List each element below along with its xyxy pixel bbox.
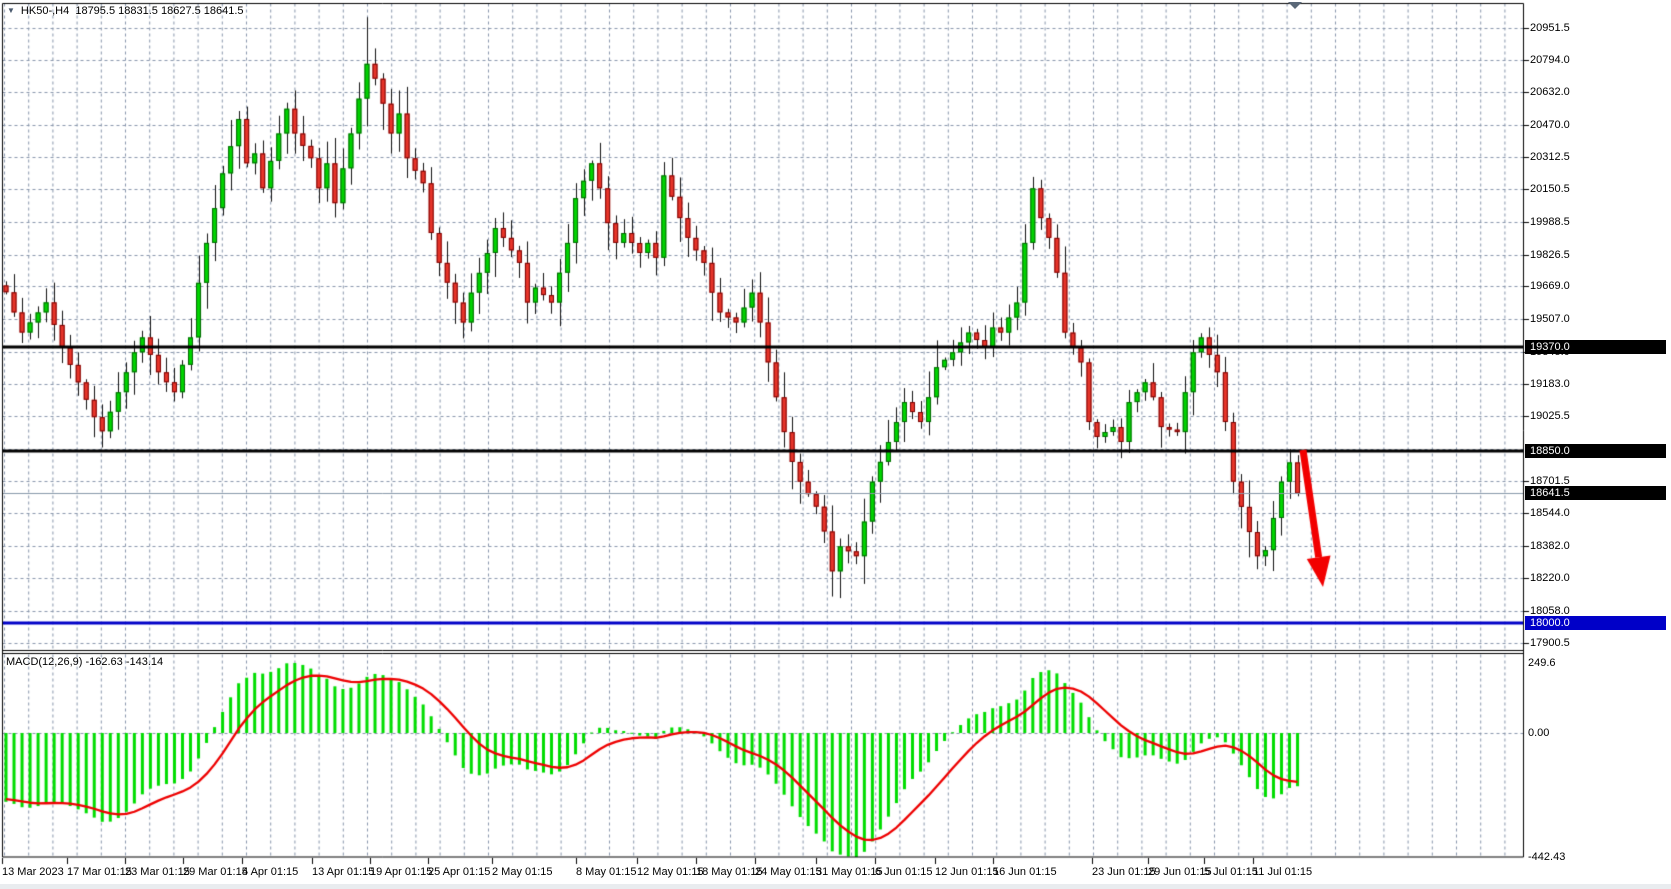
price-axis-label: 18220.0	[1530, 572, 1570, 585]
time-axis-label: 12 May 01:15	[637, 866, 704, 878]
price-tag-18000.0: 18000.0	[1525, 615, 1666, 630]
price-axis-label: 20470.0	[1530, 119, 1570, 132]
time-axis-label: 29 Mar 01:15	[183, 866, 248, 878]
price-axis-label: 20632.0	[1530, 86, 1570, 99]
time-axis-label: 24 May 01:15	[755, 866, 822, 878]
time-axis-label: 18 May 01:15	[696, 866, 763, 878]
chart-shift-marker-icon[interactable]	[1288, 2, 1302, 9]
time-axis-label: 16 Jun 01:15	[993, 866, 1057, 878]
price-axis-label: 18058.0	[1530, 605, 1570, 618]
price-axis-label: 20150.5	[1530, 183, 1570, 196]
time-axis-label: 23 Jun 01:15	[1092, 866, 1156, 878]
price-axis-label: 20951.5	[1530, 22, 1570, 34]
macd-indicator-label: MACD(12,26,9) -162.63 -143.14	[6, 656, 164, 668]
time-axis-label: 19 Apr 01:15	[370, 866, 433, 878]
price-axis-label: 18701.5	[1530, 475, 1570, 488]
time-axis-label: 23 Mar 01:15	[125, 866, 190, 878]
time-axis-label: 13 Mar 2023	[2, 866, 64, 878]
time-axis-label: 5 Jul 01:15	[1204, 866, 1258, 878]
time-axis-label: 29 Jun 01:15	[1148, 866, 1212, 878]
macd-axis-label: 0.00	[1528, 727, 1550, 739]
price-tag-18850.0: 18850.0	[1525, 444, 1666, 459]
time-axis-label: 4 Apr 01:15	[242, 866, 299, 878]
time-axis-label: 12 Jun 01:15	[935, 866, 999, 878]
macd-axis-label: 249.6	[1528, 657, 1556, 669]
price-axis-label: 19025.5	[1530, 410, 1570, 423]
time-axis-label: 8 May 01:15	[576, 866, 637, 878]
price-axis-label: 19988.5	[1530, 216, 1570, 229]
price-tag-18641.5: 18641.5	[1525, 486, 1666, 501]
price-axis-label: 19826.5	[1530, 248, 1570, 261]
time-axis-label: 31 May 01:15	[816, 866, 883, 878]
price-axis-label: 19183.0	[1530, 378, 1570, 391]
symbol-title: HK50-,H4 18795.5 18831.5 18627.5 18641.5	[20, 5, 244, 17]
price-axis-label: 17900.5	[1530, 636, 1570, 649]
time-axis-label: 17 Mar 01:15	[67, 866, 132, 878]
macd-axis-label: -442.43	[1528, 851, 1566, 864]
time-axis-label: 11 Jul 01:15	[1253, 866, 1313, 878]
price-axis-label: 19507.0	[1530, 313, 1570, 326]
time-axis-label: 6 Jun 01:15	[875, 866, 933, 878]
time-axis-label: 2 May 01:15	[492, 866, 553, 878]
time-axis-label: 13 Apr 01:15	[312, 866, 375, 878]
time-axis-label: 25 Apr 01:15	[428, 866, 491, 878]
price-tag-19370.0: 19370.0	[1525, 339, 1666, 354]
price-axis-label: 18382.0	[1530, 539, 1570, 552]
symbol-bar: ▼ HK50-,H4 18795.5 18831.5 18627.5 18641…	[7, 4, 244, 18]
symbol-dropdown-icon[interactable]: ▼	[7, 6, 15, 15]
price-axis-label: 20794.0	[1530, 53, 1570, 66]
price-axis-label: 20312.5	[1530, 150, 1570, 163]
price-axis-label: 19669.0	[1530, 280, 1570, 293]
price-axis-label: 18544.0	[1530, 507, 1570, 520]
